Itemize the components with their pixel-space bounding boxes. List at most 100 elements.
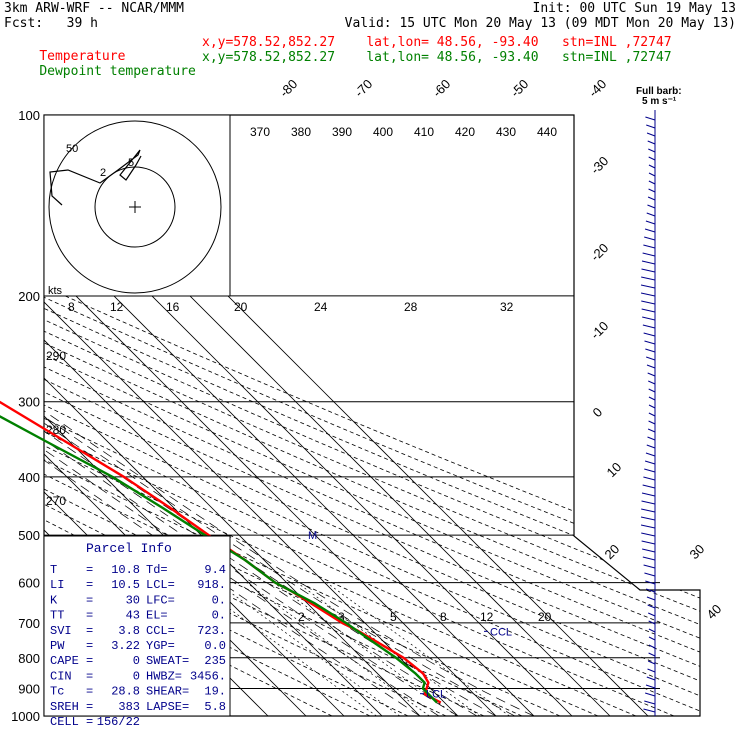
pressure-tick-label: 100 bbox=[18, 108, 40, 123]
theta-label: 430 bbox=[496, 125, 516, 139]
wind-barb bbox=[648, 188, 656, 193]
parcel-value: 3.8 bbox=[118, 624, 140, 638]
isotherm bbox=[44, 115, 383, 716]
wind-barb bbox=[646, 596, 656, 601]
isotherm-label: -80 bbox=[277, 76, 301, 100]
parcel-info-frame bbox=[43, 535, 231, 717]
wind-barb bbox=[640, 284, 656, 289]
parcel-key: YGP= bbox=[146, 639, 175, 653]
parcel-key: Td= bbox=[146, 563, 168, 577]
wind-barb bbox=[647, 372, 656, 377]
mixing-ratio-label: 28 bbox=[404, 300, 418, 314]
temperature-line bbox=[0, 400, 442, 704]
pressure-tick-label: 700 bbox=[18, 616, 40, 631]
wind-barb bbox=[646, 132, 656, 137]
isotherm-label: -60 bbox=[430, 76, 454, 100]
mixing-ratio-label: 3 bbox=[338, 610, 345, 624]
wind-key-title: Full barb: bbox=[636, 86, 682, 97]
parcel-value: 235 bbox=[204, 654, 226, 668]
parcel-info-box: Parcel Info T = 10.8 Td= 9.4 LI = 10.5 LCL= 918. K =… bbox=[43, 535, 231, 729]
parcel-key: CCL= bbox=[146, 624, 175, 638]
parcel-eq: = bbox=[86, 669, 93, 683]
wind-barb bbox=[645, 452, 656, 457]
wind-barb bbox=[641, 492, 656, 497]
parcel-key: LFC= bbox=[146, 593, 175, 607]
wind-barb bbox=[643, 564, 656, 569]
parcel-value: 3.22 bbox=[111, 639, 140, 653]
wind-barb bbox=[647, 436, 656, 441]
wind-barb bbox=[644, 572, 656, 577]
wind-barb bbox=[648, 644, 656, 649]
wind-barb bbox=[643, 476, 656, 481]
wind-barb bbox=[648, 180, 656, 185]
wind-barb bbox=[645, 692, 656, 697]
wind-barb bbox=[640, 524, 656, 529]
valid-time: Valid: 15 UTC Mon 20 May 13 (09 MDT Mon … bbox=[344, 16, 736, 31]
isotherm-label: 10 bbox=[604, 459, 625, 480]
wind-barb bbox=[647, 428, 656, 433]
legend-dewpoint-coords: x,y=578.52,852.27 lat,lon= 48.56, -93.40… bbox=[202, 50, 672, 65]
legend-temperature-coords: x,y=578.52,852.27 lat,lon= 48.56, -93.40… bbox=[202, 35, 672, 50]
parcel-value: 723. bbox=[197, 624, 226, 638]
dry-adiabat bbox=[44, 115, 700, 716]
parcel-eq: = bbox=[86, 609, 93, 623]
parcel-key: Tc bbox=[50, 685, 64, 699]
dry-adiabat bbox=[44, 115, 700, 716]
parcel-value: 918. bbox=[197, 578, 226, 592]
wind-barb bbox=[646, 124, 656, 129]
wind-barb bbox=[644, 228, 656, 233]
isotherm-label: -50 bbox=[508, 76, 532, 100]
mixing-ratio-label: 8 bbox=[440, 610, 447, 624]
wind-barb bbox=[641, 300, 656, 305]
pressure-tick-label: 300 bbox=[18, 395, 40, 410]
mixing-ratio-line bbox=[326, 582, 510, 716]
isotherm-label: -40 bbox=[586, 76, 610, 100]
wind-barb bbox=[644, 340, 656, 345]
parcel-eq: = bbox=[86, 624, 93, 638]
parcel-eq: = bbox=[86, 563, 93, 577]
wind-barb bbox=[641, 540, 656, 545]
legend-temperature-name: Temperature bbox=[39, 49, 126, 64]
wind-barb bbox=[641, 268, 656, 273]
mixing-ratio-label: 12 bbox=[480, 610, 494, 624]
wind-barb bbox=[641, 508, 656, 513]
wind-barb bbox=[645, 588, 656, 593]
wind-barb bbox=[648, 420, 656, 425]
wind-barb bbox=[648, 628, 656, 633]
mixing-ratio-label: 20 bbox=[538, 610, 552, 624]
parcel-value: 30 bbox=[126, 593, 140, 607]
wind-barb bbox=[641, 308, 656, 313]
wind-barb bbox=[642, 324, 656, 329]
wind-barb bbox=[645, 684, 656, 689]
wind-barb bbox=[648, 652, 656, 657]
wind-barb bbox=[648, 164, 656, 169]
pressure-tick-label: 800 bbox=[18, 651, 40, 666]
dry-adiabat bbox=[44, 115, 700, 716]
wind-barb bbox=[645, 580, 656, 585]
wind-barb bbox=[648, 612, 656, 617]
pressure-tick-label: 500 bbox=[18, 528, 40, 543]
parcel-key: SWEAT= bbox=[146, 654, 189, 668]
pressure-tick-label: 600 bbox=[18, 576, 40, 591]
theta-label: 440 bbox=[537, 125, 557, 139]
model-title: 3km ARW-WRF -- NCAR/MMM bbox=[4, 1, 185, 16]
parcel-key: LCL= bbox=[146, 578, 175, 592]
isotherm-label: 0 bbox=[590, 404, 606, 420]
legend-dewpoint-name: Dewpoint temperature bbox=[39, 64, 196, 79]
parcel-value: 0. bbox=[212, 593, 226, 607]
parcel-key: K bbox=[50, 593, 58, 607]
parcel-key: SVI bbox=[50, 624, 72, 638]
parcel-key: EL= bbox=[146, 609, 168, 623]
wind-barb bbox=[646, 444, 656, 449]
wind-barb bbox=[648, 636, 656, 641]
parcel-info-title: Parcel Info bbox=[86, 541, 172, 556]
wind-barb bbox=[641, 260, 656, 265]
wind-barb bbox=[640, 516, 656, 521]
theta-label: 380 bbox=[291, 125, 311, 139]
parcel-value: 156/22 bbox=[97, 715, 140, 729]
wind-barb bbox=[642, 316, 656, 321]
isotherm-label: -20 bbox=[588, 240, 612, 264]
forecast-hour: Fcst: 39 h bbox=[4, 16, 98, 31]
parcel-value: 0.0 bbox=[204, 639, 226, 653]
